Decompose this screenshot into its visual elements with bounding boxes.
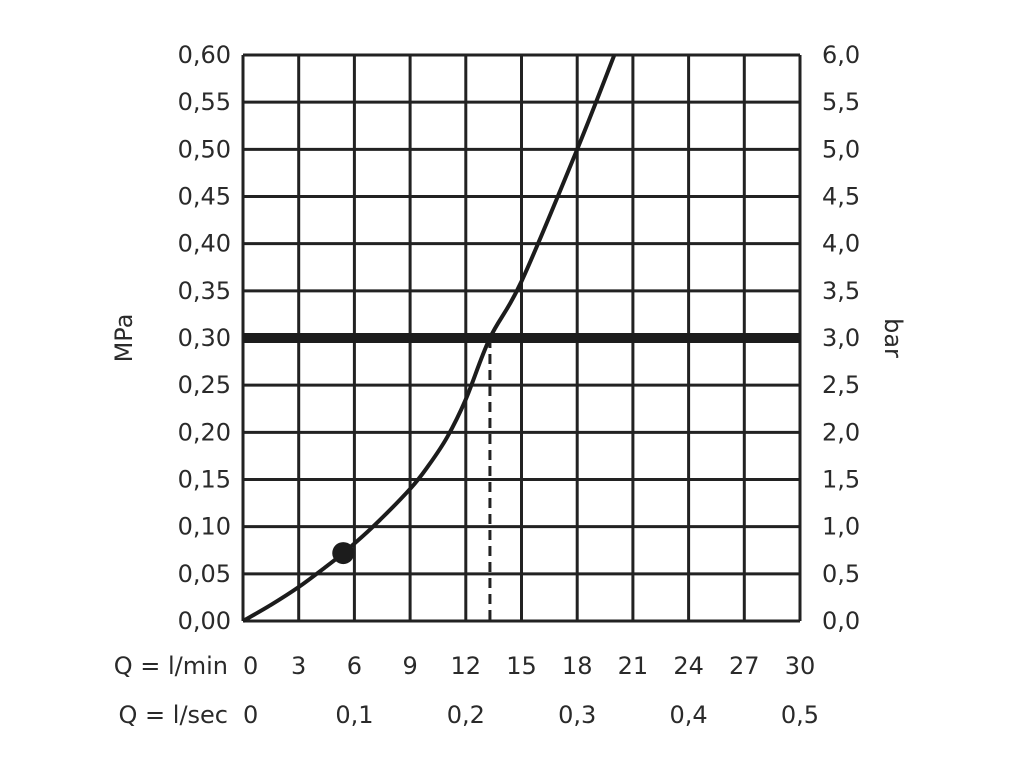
x-tick-label-lmin: 15 bbox=[506, 652, 537, 680]
x-tick-label-lmin: 12 bbox=[451, 652, 482, 680]
y-tick-label-right: 2,5 bbox=[822, 371, 860, 399]
x-tick-label-lmin: 0 bbox=[243, 652, 258, 680]
right-axis-label: bar bbox=[879, 318, 907, 358]
x-tick-label-lmin: 3 bbox=[291, 652, 306, 680]
y-tick-label-right: 4,5 bbox=[822, 183, 860, 211]
x-tick-label-lmin: 6 bbox=[347, 652, 362, 680]
series-line bbox=[242, 54, 617, 623]
y-tick-label-right: 0,5 bbox=[822, 560, 860, 588]
x-tick-label-lsec: 0 bbox=[243, 701, 258, 729]
y-tick-label-left: 0,60 bbox=[178, 41, 231, 69]
y-tick-label-right: 4,0 bbox=[822, 230, 860, 258]
y-tick-label-left: 0,05 bbox=[178, 560, 231, 588]
data-point-marker bbox=[332, 542, 355, 565]
left-axis-label: MPa bbox=[110, 314, 138, 363]
y-tick-label-left: 0,40 bbox=[178, 230, 231, 258]
x-tick-label-lmin: 9 bbox=[402, 652, 417, 680]
y-tick-label-left: 0,10 bbox=[178, 513, 231, 541]
x-tick-label-lsec: 0,5 bbox=[781, 701, 819, 729]
x-tick-label-lmin: 24 bbox=[673, 652, 704, 680]
y-tick-label-right: 5,0 bbox=[822, 135, 860, 163]
y-tick-label-left: 0,25 bbox=[178, 371, 231, 399]
x-row-label-lmin: Q = l/min bbox=[114, 652, 228, 680]
y-tick-label-left: 0,50 bbox=[178, 135, 231, 163]
y-tick-label-right: 6,0 bbox=[822, 41, 860, 69]
y-tick-label-left: 0,20 bbox=[178, 418, 231, 446]
y-tick-label-right: 0,0 bbox=[822, 607, 860, 635]
y-tick-label-right: 3,0 bbox=[822, 324, 860, 352]
y-tick-label-right: 3,5 bbox=[822, 277, 860, 305]
x-tick-label-lmin: 27 bbox=[729, 652, 760, 680]
y-tick-label-left: 0,55 bbox=[178, 88, 231, 116]
y-tick-label-right: 2,0 bbox=[822, 418, 860, 446]
x-tick-label-lmin: 30 bbox=[785, 652, 816, 680]
y-tick-label-left: 0,00 bbox=[178, 607, 231, 635]
x-tick-label-lmin: 18 bbox=[562, 652, 593, 680]
y-tick-label-right: 1,0 bbox=[822, 513, 860, 541]
y-tick-label-left: 0,30 bbox=[178, 324, 231, 352]
curve-group bbox=[242, 54, 617, 623]
x-tick-label-lmin: 21 bbox=[618, 652, 649, 680]
tick-labels: 0,000,050,100,150,200,250,300,350,400,45… bbox=[178, 41, 861, 729]
y-tick-label-right: 1,5 bbox=[822, 466, 860, 494]
y-tick-label-left: 0,35 bbox=[178, 277, 231, 305]
x-row-label-lsec: Q = l/sec bbox=[119, 701, 228, 729]
y-tick-label-left: 0,15 bbox=[178, 466, 231, 494]
x-tick-label-lsec: 0,3 bbox=[558, 701, 596, 729]
x-tick-label-lsec: 0,1 bbox=[335, 701, 373, 729]
x-tick-label-lsec: 0,4 bbox=[670, 701, 708, 729]
y-tick-label-right: 5,5 bbox=[822, 88, 860, 116]
reference-line-group bbox=[243, 333, 800, 621]
x-tick-label-lsec: 0,2 bbox=[447, 701, 485, 729]
y-tick-label-left: 0,45 bbox=[178, 183, 231, 211]
